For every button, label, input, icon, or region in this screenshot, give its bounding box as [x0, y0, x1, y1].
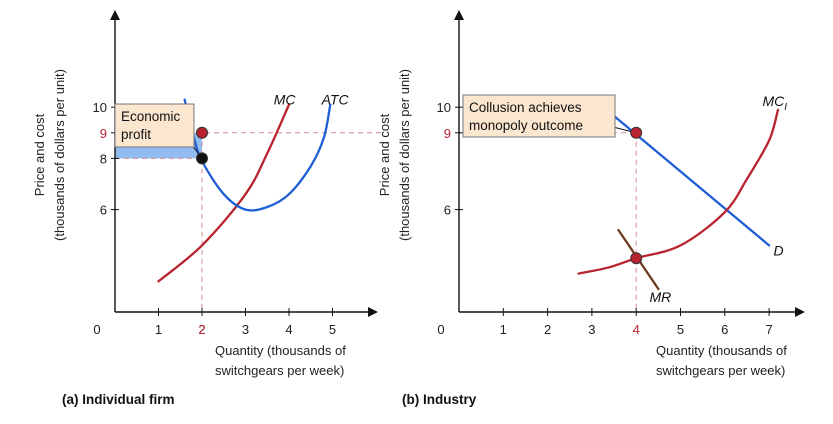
- x-tick-label: 5: [329, 322, 336, 337]
- y-tick-label-highlight: 9: [100, 126, 107, 141]
- curve-label-name: ATC: [321, 92, 350, 108]
- data-point: [196, 126, 208, 139]
- y-axis-label-line1: Price and cost: [377, 113, 392, 196]
- curve-label-mr: MR: [649, 289, 671, 305]
- curve-atc: [183, 98, 332, 212]
- panel-caption: (a) Individual firm: [62, 392, 175, 407]
- data-point: [630, 126, 643, 139]
- x-tick-label: 2: [544, 322, 551, 337]
- origin-label: 0: [437, 322, 444, 337]
- y-axis-label: Price and cost (thousands of dollars per …: [32, 69, 67, 241]
- curve-label-mc: MC: [274, 92, 297, 108]
- x-axis-label-line1: Quantity (thousands of: [215, 343, 346, 358]
- x-tick-label-highlight: 4: [633, 322, 640, 337]
- y-tick-label-highlight: 9: [444, 126, 451, 141]
- y-axis-label-line2: (thousands of dollars per unit): [397, 69, 412, 241]
- x-tick-label: 3: [242, 322, 249, 337]
- curve-label-mc: MCI: [762, 93, 787, 113]
- x-tick-label: 4: [285, 322, 292, 337]
- origin-label: 0: [93, 322, 100, 337]
- panel-caption: (b) Industry: [402, 392, 477, 407]
- annotation-line1: Collusion achieves: [469, 100, 582, 115]
- x-tick-label-highlight: 2: [198, 322, 205, 337]
- y-tick-label: 6: [444, 203, 451, 218]
- y-axis-label: Price and cost (thousands of dollars per …: [377, 69, 412, 241]
- x-tick-label: 3: [588, 322, 595, 337]
- annotation-line2: profit: [121, 127, 151, 142]
- annotation-box: [114, 103, 195, 148]
- x-tick-label: 7: [765, 322, 772, 337]
- x-tick-label: 5: [677, 322, 684, 337]
- y-tick-label: 8: [100, 151, 107, 166]
- x-axis-label-line1: Quantity (thousands of: [656, 343, 787, 358]
- data-point: [630, 252, 643, 265]
- curve-label-name: MC: [762, 93, 785, 109]
- curve-mc: [157, 103, 291, 283]
- y-tick-label: 10: [437, 100, 451, 115]
- annotation-line2: monopoly outcome: [469, 118, 583, 133]
- curve-label-subscript: I: [784, 102, 787, 113]
- curve-label-name: D: [774, 243, 784, 259]
- panel-industry: 6 10 9 1 2 3 5 6 7 4 0 Price and cost (thousands of …: [377, 10, 805, 407]
- x-tick-label: 1: [500, 322, 507, 337]
- y-tick-label: 6: [100, 203, 107, 218]
- annotation-box: [462, 94, 616, 138]
- curve-label-atc: ATC: [321, 92, 350, 108]
- x-tick-label: 6: [721, 322, 728, 337]
- x-axis-label-line2: switchgears per week): [656, 363, 785, 378]
- y-axis-label-line2: (thousands of dollars per unit): [52, 69, 67, 241]
- x-axis-label-line2: switchgears per week): [215, 363, 344, 378]
- x-tick-label: 1: [155, 322, 162, 337]
- annotation-line1: Economic: [121, 109, 181, 124]
- curve-label-d: D: [774, 243, 784, 259]
- data-point: [196, 152, 208, 165]
- curve-label-name: MR: [649, 289, 671, 305]
- curve-mc: [577, 108, 780, 275]
- x-tick-label: 2: [198, 322, 205, 337]
- y-axis-label-line1: Price and cost: [32, 113, 47, 196]
- y-tick-label: 10: [93, 100, 107, 115]
- curve-label-name: MC: [274, 92, 297, 108]
